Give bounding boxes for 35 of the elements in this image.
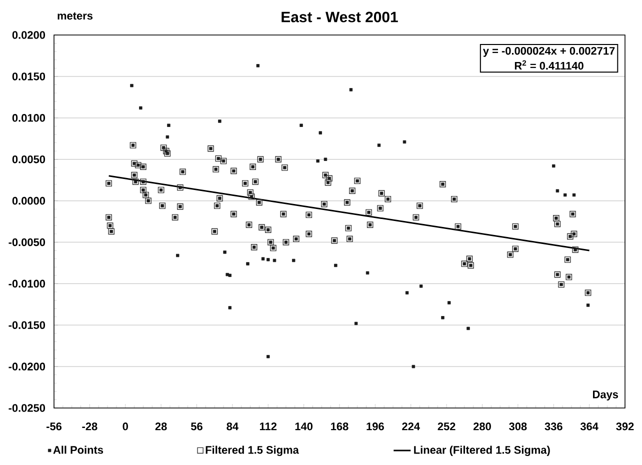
x-tick-label: 336 (544, 422, 562, 430)
annotation: y = -0.000024x + 0.002717 (483, 46, 615, 57)
x-tick-label: 196 (366, 422, 384, 430)
y-tick-label: 0.0000 (12, 196, 46, 205)
x-tick-label: 84 (226, 422, 238, 430)
x-tick-label: 168 (331, 422, 348, 430)
y-tick-label: 0.0200 (12, 31, 46, 39)
y-tick-label: -0.0050 (8, 238, 46, 246)
y-tick-label: 0.0150 (12, 72, 46, 80)
y-tick-label: 0.0050 (12, 155, 46, 164)
x-tick-label: 140 (295, 422, 312, 430)
x-tick-label: 112 (260, 422, 277, 430)
y-tick-label: -0.0250 (8, 404, 46, 412)
x-tick-label: -28 (82, 422, 98, 430)
x-tick-label: 0 (122, 422, 128, 430)
x-tick-label: 280 (473, 422, 491, 430)
annotation: R$^{2}$ = 0.411140 (514, 60, 584, 70)
x-tick-label: 308 (509, 422, 527, 430)
x-tick-label: 364 (580, 422, 598, 430)
x-tick-label: 392 (616, 422, 634, 430)
legend-label: Linear (Filtered 1.5 Sigma) (414, 446, 550, 456)
chart-title: East - West 2001 (282, 12, 398, 22)
y-tick-label: -0.0100 (8, 280, 46, 288)
x-tick-label: 252 (438, 422, 456, 430)
y-tick-label: -0.0150 (8, 321, 46, 329)
y-axis-title: meters (58, 12, 93, 20)
x-tick-label: 224 (402, 422, 420, 430)
x-tick-label: -56 (46, 422, 62, 430)
y-tick-label: -0.0200 (8, 362, 46, 370)
x-tick-label: 28 (155, 422, 167, 430)
x-axis-title: Days (593, 390, 618, 400)
y-tick-label: 0.0100 (12, 114, 46, 122)
legend-label: Filtered 1.5 Sigma (206, 446, 299, 456)
x-tick-label: 56 (191, 422, 202, 430)
legend-label: All Points (53, 446, 104, 454)
